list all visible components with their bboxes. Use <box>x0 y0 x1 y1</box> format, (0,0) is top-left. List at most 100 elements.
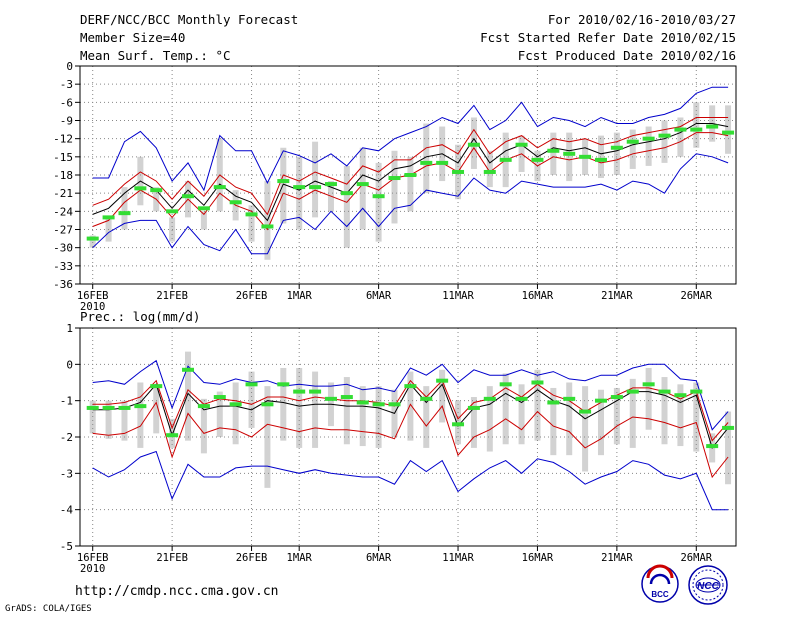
temperature-spread-bar <box>343 165 350 248</box>
precipitation-xtick-year: 2010 <box>80 563 105 575</box>
precipitation-xtick-label: 16MAR <box>522 552 554 564</box>
temperature-xtick-label: 11MAR <box>442 290 474 302</box>
temperature-spread-bar <box>312 141 319 218</box>
precipitation-observed-mark <box>594 398 607 403</box>
precipitation-observed-mark <box>213 395 226 400</box>
temperature-observed-mark <box>372 194 385 199</box>
temperature-ytick-label: -36 <box>53 278 73 291</box>
temperature-observed-mark <box>150 188 163 193</box>
ncc-logo: NCC <box>688 565 728 605</box>
temperature-observed-mark <box>658 133 671 138</box>
precipitation-observed-mark <box>467 405 480 410</box>
temperature-observed-mark <box>293 185 306 190</box>
temperature-spread-bar <box>423 123 430 194</box>
temperature-observed-mark <box>515 142 528 147</box>
temperature-xtick-year: 2010 <box>80 301 105 313</box>
temperature-ytick-label: -15 <box>53 151 73 164</box>
temperature-spread-bar <box>359 147 366 230</box>
precipitation-spread-bar <box>693 382 700 452</box>
precipitation-observed-mark <box>293 389 306 394</box>
member-size: Member Size=40 <box>80 30 186 45</box>
precipitation-spread-bar <box>486 386 493 452</box>
precipitation-spread-bar <box>248 371 255 428</box>
temperature-xtick-label: 26MAR <box>680 290 712 302</box>
precipitation-observed-mark <box>182 367 195 372</box>
source-url: http://cmdp.ncc.cma.gov.cn <box>75 584 279 599</box>
precipitation-observed-mark <box>452 422 465 427</box>
temperature-spread-bar <box>677 117 684 157</box>
temperature-ytick-label: -27 <box>53 224 73 237</box>
temperature-observed-mark <box>213 185 226 190</box>
temperature-spread-bar <box>200 211 207 230</box>
precipitation-panel: 1 0 -1 -2 -3 -4 -5 16FEB 21FEB 26FEB 1MAR 6MAR 11MAR… <box>60 309 737 575</box>
temperature-xtick-label: 21FEB <box>156 290 188 302</box>
temperature-ytick-label: 0 <box>66 60 73 73</box>
temperature-observed-mark <box>118 211 131 216</box>
precipitation-observed-mark <box>324 396 337 401</box>
temperature-spread-bar <box>550 132 557 175</box>
precipitation-observed-mark <box>166 433 179 438</box>
precipitation-xtick-label: 21MAR <box>601 552 633 564</box>
precipitation-ytick-label: -4 <box>60 504 74 517</box>
precipitation-ytick-label: 1 <box>66 322 73 335</box>
temperature-spread-bar <box>296 156 303 230</box>
temperature-observed-mark <box>277 179 290 184</box>
precipitation-spread-bar <box>661 377 668 445</box>
precipitation-observed-mark <box>706 444 719 449</box>
temperature-ytick-label: -18 <box>53 169 73 182</box>
temperature-spread-bar <box>661 120 668 163</box>
precipitation-spread-bar <box>232 382 239 445</box>
precipitation-observed-mark <box>277 382 290 387</box>
precipitation-xtick-label: 21FEB <box>156 552 188 564</box>
precipitation-observed-mark <box>86 405 99 410</box>
precipitation-observed-mark <box>515 396 528 401</box>
temperature-ytick-label: -33 <box>53 260 73 273</box>
precipitation-spread-bar <box>534 369 541 441</box>
precipitation-observed-mark <box>547 400 560 405</box>
temperature-spread-bar <box>725 105 732 154</box>
temperature-observed-mark <box>626 139 639 144</box>
precipitation-spread-bar <box>550 387 557 456</box>
precipitation-spread-bar <box>312 371 319 448</box>
precipitation-observed-mark <box>690 389 703 394</box>
temperature-observed-mark <box>86 236 99 241</box>
temperature-observed-mark <box>531 157 544 162</box>
temperature-ytick-label: -12 <box>53 133 73 146</box>
precipitation-spread-bar <box>359 386 366 447</box>
precipitation-spread-bar <box>200 398 207 454</box>
precipitation-spread-bar <box>121 400 128 441</box>
temperature-line-ens-upper <box>92 117 729 216</box>
precipitation-line-min <box>92 450 729 511</box>
temperature-spread-bar <box>629 129 636 169</box>
ncc-logo-text: NCC <box>697 581 719 592</box>
temperature-observed-mark <box>642 136 655 141</box>
precipitation-spread-bar <box>518 384 525 445</box>
precipitation-spread-bar <box>645 367 652 430</box>
forecast-start-date: Fcst Started Refer Date 2010/02/15 <box>480 30 736 45</box>
temperature-xtick-label: 6MAR <box>366 290 392 302</box>
precipitation-spread-bar <box>89 400 96 434</box>
bcc-logo: BCC <box>641 564 679 603</box>
temperature-xtick-label: 21MAR <box>601 290 633 302</box>
temperature-ytick-label: -24 <box>53 205 73 218</box>
temperature-observed-mark <box>436 160 449 165</box>
temperature-spread-bar <box>121 187 128 230</box>
temperature-observed-mark <box>356 182 369 187</box>
precipitation-spread-bar <box>566 382 573 456</box>
temperature-ytick-label: -30 <box>53 242 73 255</box>
precipitation-spread-bar <box>280 367 287 441</box>
temperature-observed-mark <box>324 182 337 187</box>
precipitation-spread-bar <box>407 371 414 441</box>
precipitation-observed-mark <box>420 396 433 401</box>
precipitation-spread-bar <box>439 369 446 423</box>
temperature-ytick-label: -9 <box>60 115 73 128</box>
precipitation-observed-mark <box>563 396 576 401</box>
precipitation-spread-bar <box>597 389 604 456</box>
precipitation-spread-bar <box>677 384 684 447</box>
logos: BCC NCC <box>641 564 728 605</box>
precipitation-line-ens-upper <box>92 379 729 442</box>
precipitation-observed-mark <box>388 402 401 407</box>
bcc-logo-text: BCC <box>651 590 669 599</box>
